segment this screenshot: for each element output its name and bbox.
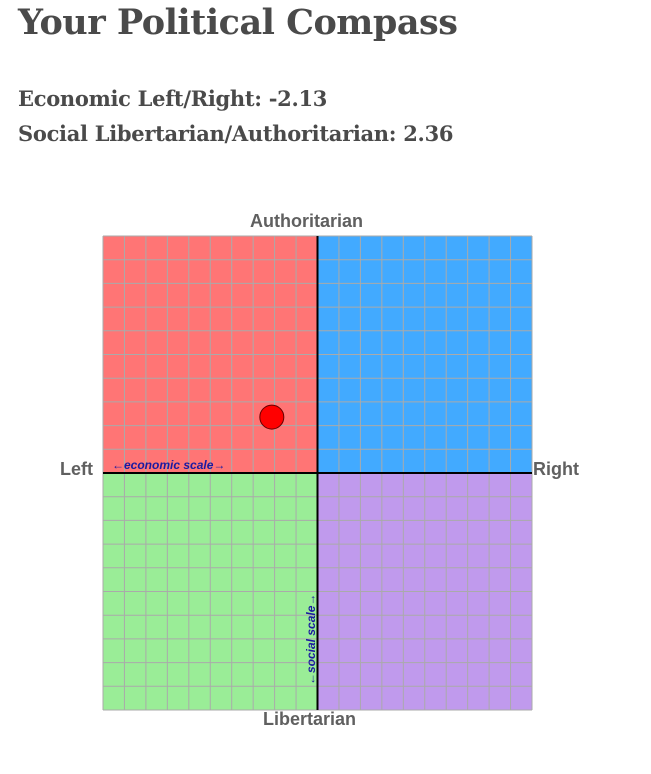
social-scale-label: ←social scale→ [304,594,318,685]
page-title: Your Political Compass [18,2,458,43]
position-dot [259,404,285,430]
social-score: Social Libertarian/Authoritarian: 2.36 [18,121,454,146]
economic-scale-label: ←economic scale→ [112,458,225,472]
libertarian-label: Libertarian [263,709,357,729]
left-label: Left [60,459,93,479]
economic-score: Economic Left/Right: -2.13 [18,86,328,111]
authoritarian-label: Authoritarian [250,211,364,231]
right-label: Right [533,459,579,479]
